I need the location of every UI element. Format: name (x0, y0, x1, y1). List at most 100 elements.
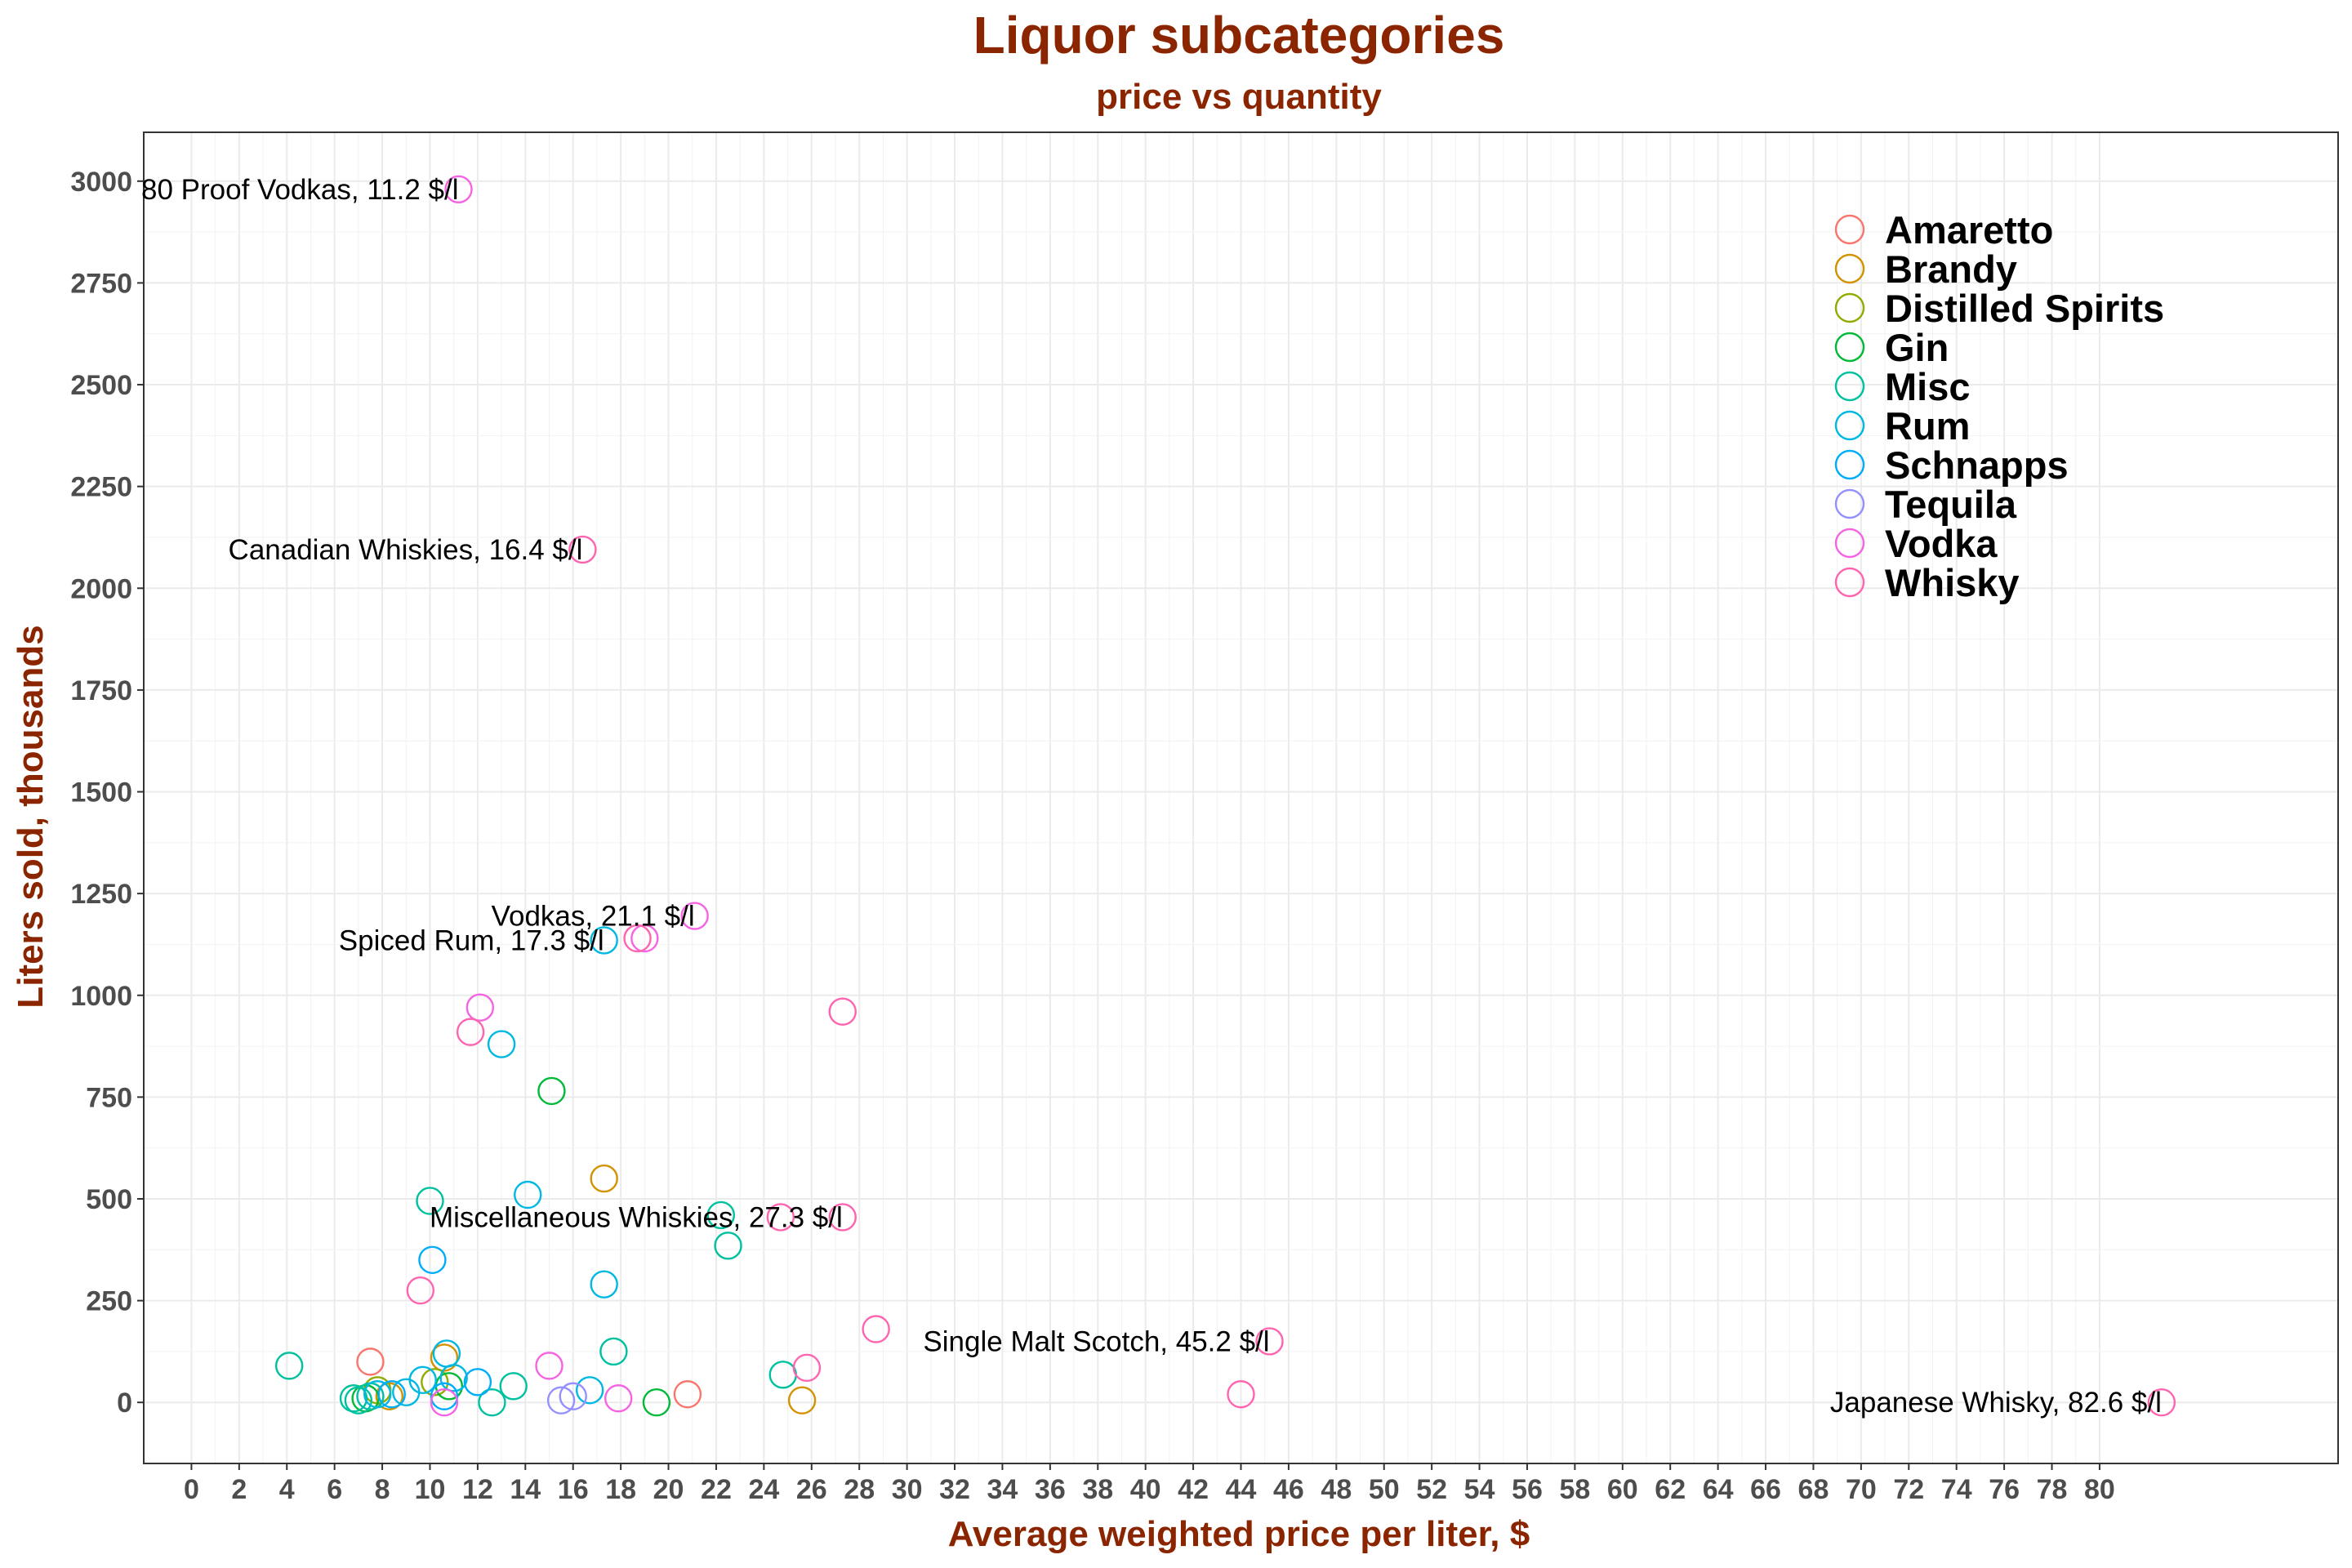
chart-title: Liquor subcategories (973, 6, 1505, 65)
point-annotation: 80 Proof Vodkas, 11.2 $/l (141, 174, 459, 206)
point-annotation: Single Malt Scotch, 45.2 $/l (923, 1325, 1269, 1357)
y-tick-label: 2000 (70, 573, 132, 604)
data-point (1255, 1327, 1284, 1356)
x-tick-label: 52 (1416, 1474, 1447, 1505)
y-tick-label: 750 (86, 1082, 132, 1113)
x-tick-label: 80 (2084, 1474, 2115, 1505)
data-point (478, 1388, 506, 1417)
x-tick-label: 22 (701, 1474, 732, 1505)
x-tick-label: 50 (1369, 1474, 1400, 1505)
data-point (766, 1203, 795, 1232)
x-tick-label: 76 (1989, 1474, 2020, 1505)
legend-key (1834, 567, 1865, 598)
axis-ticks: 0 2 4 6 8 10 12 14 16 18 20 22 24 26 28 30 32 34 36 38 40 42 4… (70, 167, 2114, 1505)
data-point (680, 902, 709, 930)
data-point (590, 1164, 618, 1193)
legend-label: Tequila (1885, 483, 2017, 526)
data-point (862, 1315, 890, 1343)
x-tick-label: 38 (1082, 1474, 1113, 1505)
x-tick-label: 28 (844, 1474, 875, 1505)
annotations: 80 Proof Vodkas, 11.2 $/l Canadian Whiski… (141, 174, 2162, 1419)
data-point (444, 175, 473, 203)
legend-label: Vodka (1885, 522, 1998, 565)
data-point (339, 1384, 368, 1413)
x-tick-label: 70 (1846, 1474, 1877, 1505)
y-axis-label: Liters sold, thousands (11, 625, 51, 1008)
data-point (463, 1368, 492, 1396)
data-point (514, 1180, 542, 1209)
y-tick-label: 2750 (70, 268, 132, 299)
x-tick-label: 60 (1607, 1474, 1638, 1505)
point-annotation: Japanese Whisky, 82.6 $/l (1830, 1387, 2162, 1419)
legend-key (1834, 449, 1865, 480)
x-tick-label: 42 (1178, 1474, 1209, 1505)
legend-key (1834, 410, 1865, 441)
x-tick-label: 74 (1941, 1474, 1972, 1505)
x-axis-label: Average weighted price per liter, $ (948, 1514, 1530, 1554)
data-point (828, 997, 857, 1026)
y-tick-label: 1750 (70, 675, 132, 706)
legend-label: Distilled Spirits (1885, 287, 2164, 330)
data-point (439, 1364, 468, 1392)
data-point (673, 1380, 702, 1409)
data-point (430, 1343, 459, 1372)
x-tick-label: 58 (1559, 1474, 1590, 1505)
data-point (535, 1352, 564, 1380)
legend-key (1834, 371, 1865, 402)
grid (144, 132, 2338, 1463)
y-tick-label: 1000 (70, 981, 132, 1012)
data-point (590, 1270, 618, 1298)
data-point (559, 1382, 587, 1410)
data-point (356, 1348, 385, 1376)
data-point (421, 1368, 449, 1396)
x-tick-label: 56 (1512, 1474, 1543, 1505)
x-tick-label: 36 (1035, 1474, 1066, 1505)
x-tick-label: 78 (2037, 1474, 2068, 1505)
data-point (787, 1386, 817, 1414)
legend-key (1834, 332, 1865, 363)
data-point (828, 1203, 857, 1232)
legend-label: Amaretto (1885, 208, 2053, 252)
x-tick-label: 48 (1321, 1474, 1352, 1505)
x-tick-label: 26 (796, 1474, 827, 1505)
data-point (714, 1232, 742, 1260)
data-point (792, 1353, 822, 1383)
x-tick-label: 32 (939, 1474, 970, 1505)
x-tick-label: 64 (1703, 1474, 1734, 1505)
x-tick-label: 12 (462, 1474, 493, 1505)
x-tick-label: 62 (1655, 1474, 1686, 1505)
legend-label: Schnapps (1885, 443, 2069, 487)
x-tick-label: 24 (748, 1474, 779, 1505)
legend-label: Rum (1885, 404, 1970, 448)
data-point (430, 1382, 459, 1410)
x-tick-label: 8 (375, 1474, 390, 1505)
legend-key (1834, 214, 1865, 245)
legend-key (1834, 488, 1865, 519)
point-annotation: Canadian Whiskies, 16.4 $/l (229, 534, 583, 566)
x-tick-label: 0 (184, 1474, 199, 1505)
x-tick-label: 2 (231, 1474, 247, 1505)
y-tick-label: 3000 (70, 167, 132, 198)
data-point (575, 1376, 604, 1405)
data-point (406, 1276, 434, 1305)
data-point (392, 1378, 421, 1406)
legend-key (1834, 292, 1865, 323)
data-point (344, 1386, 373, 1414)
legend-key (1834, 528, 1865, 559)
y-tick-label: 0 (117, 1388, 132, 1419)
data-point (377, 1380, 406, 1409)
x-tick-label: 16 (558, 1474, 589, 1505)
data-point (599, 1337, 628, 1366)
y-tick-label: 2500 (70, 370, 132, 401)
x-tick-label: 68 (1798, 1474, 1829, 1505)
legend-label: Gin (1885, 326, 1949, 369)
legend-label: Whisky (1885, 561, 2020, 604)
point-annotation: Spiced Rum, 17.3 $/l (339, 924, 604, 956)
x-tick-label: 30 (892, 1474, 923, 1505)
data-point (363, 1380, 392, 1409)
data-point (418, 1245, 447, 1274)
data-point (568, 535, 597, 564)
data-point (546, 1386, 576, 1414)
